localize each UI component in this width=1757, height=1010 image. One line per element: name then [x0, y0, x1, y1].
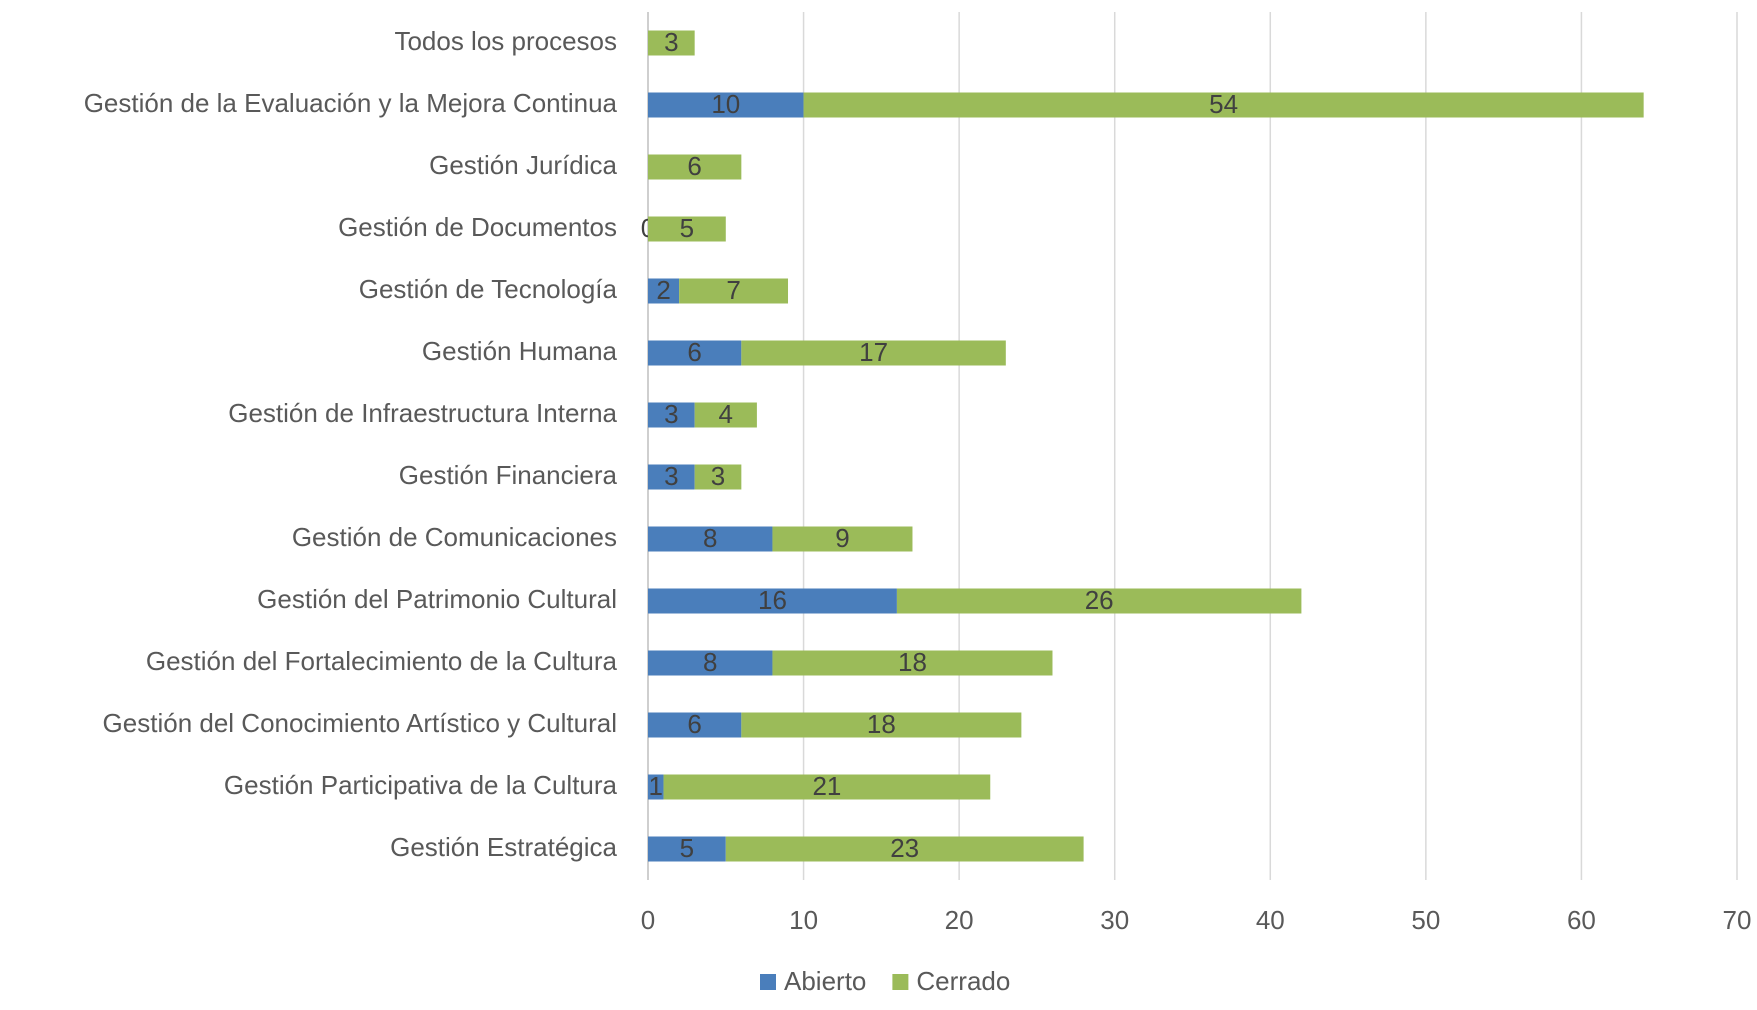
data-label: 5 — [680, 213, 694, 243]
y-tick-label: Gestión de Documentos — [338, 212, 617, 242]
bar — [741, 712, 1022, 738]
legend-label: Cerrado — [916, 966, 1010, 996]
data-label: 3 — [664, 399, 678, 429]
x-tick-label: 0 — [641, 905, 655, 935]
bar — [648, 836, 726, 862]
bar — [741, 340, 1006, 366]
y-tick-label: Gestión de Infraestructura Interna — [228, 398, 617, 428]
bar — [648, 650, 773, 676]
bar — [648, 526, 773, 552]
data-label: 26 — [1085, 585, 1114, 615]
y-tick-label: Gestión del Fortalecimiento de la Cultur… — [146, 646, 618, 676]
data-label: 4 — [719, 399, 733, 429]
data-label: 18 — [867, 709, 896, 739]
data-label: 5 — [680, 833, 694, 863]
bar — [648, 278, 680, 304]
bar — [648, 712, 742, 738]
data-label: 2 — [656, 275, 670, 305]
x-tick-label: 10 — [789, 905, 818, 935]
data-label: 6 — [687, 151, 701, 181]
bar — [772, 650, 1053, 676]
data-label: 6 — [687, 709, 701, 739]
x-tick-label: 40 — [1256, 905, 1285, 935]
data-label: 23 — [890, 833, 919, 863]
bar — [648, 154, 742, 180]
y-tick-label: Gestión Humana — [422, 336, 618, 366]
bar — [694, 402, 757, 428]
data-label: 16 — [758, 585, 787, 615]
bar — [648, 30, 695, 56]
bar — [648, 588, 897, 614]
x-tick-label: 50 — [1411, 905, 1440, 935]
data-label: 3 — [664, 27, 678, 57]
y-tick-label: Gestión de Comunicaciones — [292, 522, 617, 552]
data-label: 1 — [649, 771, 663, 801]
bar — [803, 92, 1644, 118]
bar — [648, 774, 664, 800]
data-label: 8 — [703, 523, 717, 553]
bar — [694, 464, 742, 490]
bar — [648, 92, 804, 118]
bar — [725, 836, 1084, 862]
y-tick-label: Gestión Jurídica — [429, 150, 617, 180]
data-label: 7 — [726, 275, 740, 305]
data-label: 3 — [664, 461, 678, 491]
data-label: 8 — [703, 647, 717, 677]
data-label: 10 — [711, 89, 740, 119]
data-label: 3 — [711, 461, 725, 491]
data-label: 21 — [812, 771, 841, 801]
bar — [648, 402, 695, 428]
data-label: 17 — [859, 337, 888, 367]
y-tick-label: Gestión de la Evaluación y la Mejora Con… — [84, 88, 618, 118]
data-label: 18 — [898, 647, 927, 677]
legend-swatch — [760, 974, 776, 990]
y-tick-label: Todos los procesos — [394, 26, 617, 56]
bar — [896, 588, 1302, 614]
y-tick-label: Gestión del Conocimiento Artístico y Cul… — [103, 708, 617, 738]
bar — [648, 216, 726, 242]
y-tick-label: Gestión Estratégica — [390, 832, 617, 862]
data-label: 54 — [1209, 89, 1238, 119]
y-tick-label: Gestión de Tecnología — [359, 274, 618, 304]
bar — [772, 526, 913, 552]
x-tick-label: 30 — [1100, 905, 1129, 935]
x-tick-label: 20 — [945, 905, 974, 935]
data-label: 9 — [835, 523, 849, 553]
y-tick-label: Gestión del Patrimonio Cultural — [257, 584, 617, 614]
y-tick-label: Gestión Participativa de la Cultura — [224, 770, 618, 800]
x-tick-label: 60 — [1567, 905, 1596, 935]
y-tick-label: Gestión Financiera — [399, 460, 618, 490]
data-label: 6 — [687, 337, 701, 367]
bar — [648, 340, 742, 366]
bar — [648, 464, 695, 490]
x-tick-label: 70 — [1723, 905, 1752, 935]
legend-swatch — [892, 974, 909, 990]
bar — [663, 774, 991, 800]
legend-label: Abierto — [784, 966, 866, 996]
bar — [679, 278, 789, 304]
